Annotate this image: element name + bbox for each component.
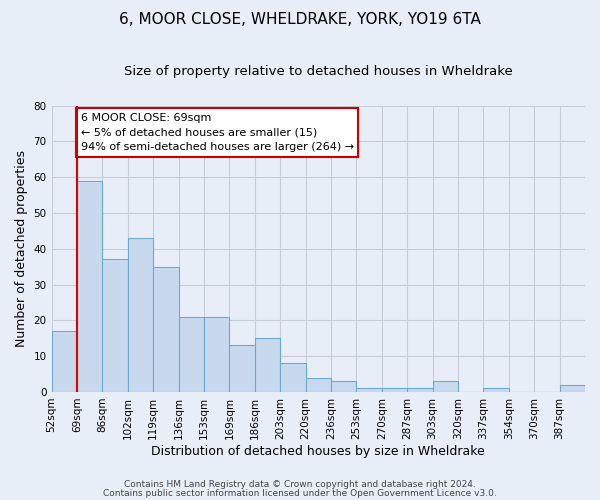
Bar bbox=[280, 364, 305, 392]
Text: 6, MOOR CLOSE, WHELDRAKE, YORK, YO19 6TA: 6, MOOR CLOSE, WHELDRAKE, YORK, YO19 6TA bbox=[119, 12, 481, 28]
Bar bbox=[407, 388, 433, 392]
Bar bbox=[560, 385, 585, 392]
Bar bbox=[255, 338, 280, 392]
Text: 6 MOOR CLOSE: 69sqm
← 5% of detached houses are smaller (15)
94% of semi-detache: 6 MOOR CLOSE: 69sqm ← 5% of detached hou… bbox=[81, 112, 354, 152]
Bar bbox=[331, 381, 356, 392]
Bar bbox=[382, 388, 407, 392]
Bar bbox=[356, 388, 382, 392]
Text: Contains public sector information licensed under the Open Government Licence v3: Contains public sector information licen… bbox=[103, 488, 497, 498]
Bar bbox=[305, 378, 331, 392]
Bar bbox=[153, 266, 179, 392]
Bar bbox=[77, 180, 103, 392]
Bar bbox=[204, 317, 229, 392]
Bar bbox=[128, 238, 153, 392]
Text: Contains HM Land Registry data © Crown copyright and database right 2024.: Contains HM Land Registry data © Crown c… bbox=[124, 480, 476, 489]
Bar bbox=[52, 331, 77, 392]
Y-axis label: Number of detached properties: Number of detached properties bbox=[15, 150, 28, 348]
Bar bbox=[179, 317, 204, 392]
Title: Size of property relative to detached houses in Wheldrake: Size of property relative to detached ho… bbox=[124, 65, 512, 78]
X-axis label: Distribution of detached houses by size in Wheldrake: Distribution of detached houses by size … bbox=[151, 444, 485, 458]
Bar bbox=[433, 381, 458, 392]
Bar bbox=[229, 346, 255, 392]
Bar bbox=[484, 388, 509, 392]
Bar bbox=[103, 260, 128, 392]
